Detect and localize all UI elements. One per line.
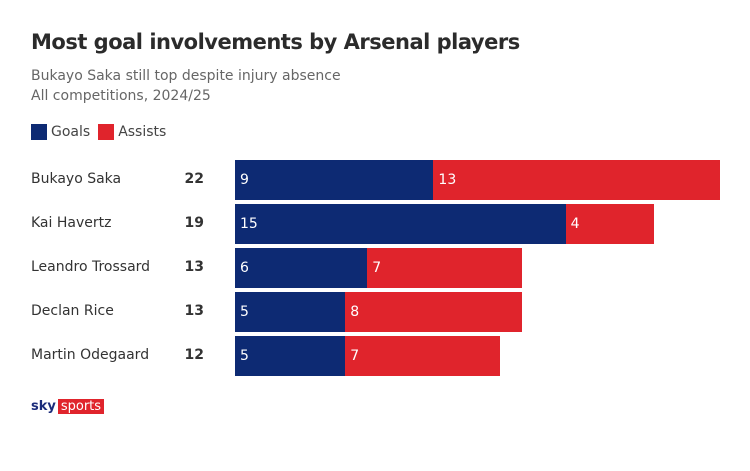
- data-label: 13: [438, 172, 457, 188]
- legend-swatch-goals: [31, 124, 47, 140]
- data-label: 5: [240, 304, 249, 320]
- total-label: 12: [184, 347, 204, 363]
- chart-subtitle-2: All competitions, 2024/25: [31, 88, 211, 104]
- legend-label-assists: Assists: [118, 124, 167, 140]
- category-label: Martin Odegaard: [31, 347, 150, 363]
- bar-goals: 5: [235, 292, 346, 332]
- category-label: Leandro Trossard: [31, 259, 151, 275]
- category-label: Kai Havertz: [31, 215, 112, 231]
- legend: Goals Assists: [31, 124, 166, 140]
- logo-sports: sports: [57, 399, 105, 414]
- data-label: 6: [240, 260, 249, 276]
- bar-assists: 7: [367, 248, 522, 288]
- total-label: 13: [184, 303, 204, 319]
- bar-assists: 8: [345, 292, 522, 332]
- data-label: 9: [240, 172, 249, 188]
- bar-goals: 6: [235, 248, 368, 288]
- data-label: 5: [240, 348, 249, 364]
- bar-goals: 9: [235, 160, 434, 200]
- logo-sky: sky: [31, 399, 56, 414]
- legend-label-goals: Goals: [51, 124, 91, 140]
- data-label: 7: [372, 260, 382, 276]
- data-label: 15: [240, 216, 258, 232]
- data-label: 4: [570, 216, 580, 232]
- total-label: 22: [184, 171, 204, 187]
- legend-swatch-assists: [98, 124, 115, 140]
- bar-assists: 4: [565, 204, 654, 244]
- category-label: Bukayo Saka: [31, 171, 122, 187]
- total-label: 19: [184, 215, 204, 231]
- bar-goals: 15: [235, 204, 566, 244]
- bar-goals: 5: [235, 336, 346, 376]
- chart-title: Most goal involvements by Arsenal player…: [31, 30, 520, 54]
- data-label: 8: [350, 304, 360, 320]
- category-label: Declan Rice: [31, 303, 114, 319]
- bar-assists: 7: [345, 336, 500, 376]
- bar-assists: 13: [433, 160, 720, 200]
- total-label: 13: [184, 259, 204, 275]
- chart-subtitle: Bukayo Saka still top despite injury abs…: [31, 68, 341, 84]
- data-label: 7: [350, 348, 360, 364]
- sky-sports-logo: sky sports: [31, 399, 105, 414]
